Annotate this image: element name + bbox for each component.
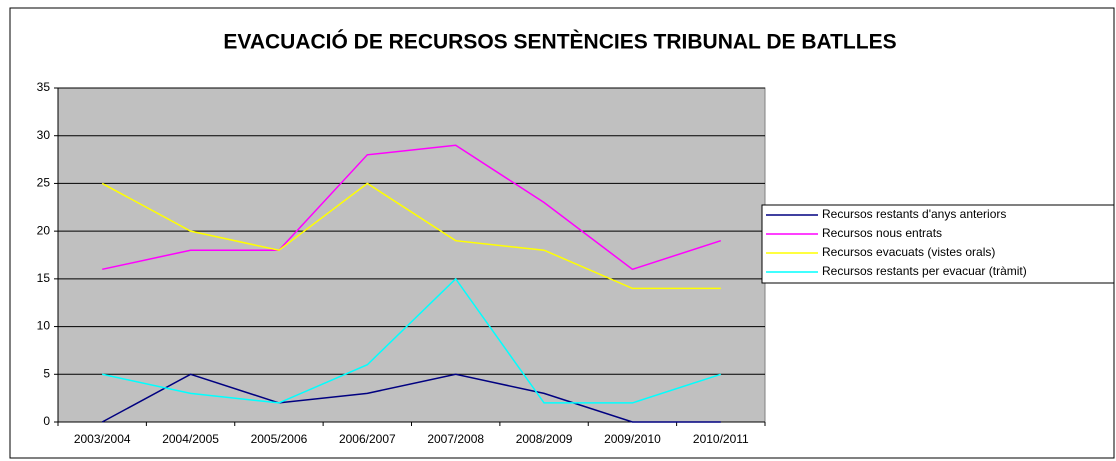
x-tick-label: 2008/2009 — [516, 432, 573, 446]
y-tick-label: 15 — [37, 271, 51, 285]
legend-label: Recursos evacuats (vistes orals) — [822, 245, 995, 259]
x-tick-label: 2004/2005 — [162, 432, 219, 446]
y-tick-label: 0 — [43, 414, 50, 428]
y-tick-label: 20 — [37, 223, 51, 237]
y-tick-label: 35 — [37, 80, 51, 94]
y-tick-label: 25 — [37, 176, 51, 190]
legend-label: Recursos restants per evacuar (tràmit) — [822, 264, 1027, 278]
x-tick-label: 2005/2006 — [251, 432, 308, 446]
x-tick-label: 2006/2007 — [339, 432, 396, 446]
y-tick-label: 5 — [43, 366, 50, 380]
y-tick-label: 30 — [37, 128, 51, 142]
plot-area — [57, 87, 766, 423]
series-line — [101, 182, 721, 290]
x-tick-label: 2007/2008 — [427, 432, 484, 446]
y-tick-label: 10 — [37, 319, 51, 333]
legend-label: Recursos nous entrats — [822, 226, 942, 240]
x-tick-label: 2009/2010 — [604, 432, 661, 446]
chart-title: EVACUACIÓ DE RECURSOS SENTÈNCIES TRIBUNA… — [223, 30, 896, 54]
series-line — [101, 373, 721, 423]
series-line — [102, 144, 722, 271]
x-tick-label: 2003/2004 — [74, 432, 131, 446]
x-tick-label: 2010/2011 — [693, 432, 749, 446]
series-line — [102, 277, 722, 404]
legend-box — [761, 204, 1115, 284]
legend-label: Recursos restants d'anys anteriors — [822, 207, 1006, 221]
